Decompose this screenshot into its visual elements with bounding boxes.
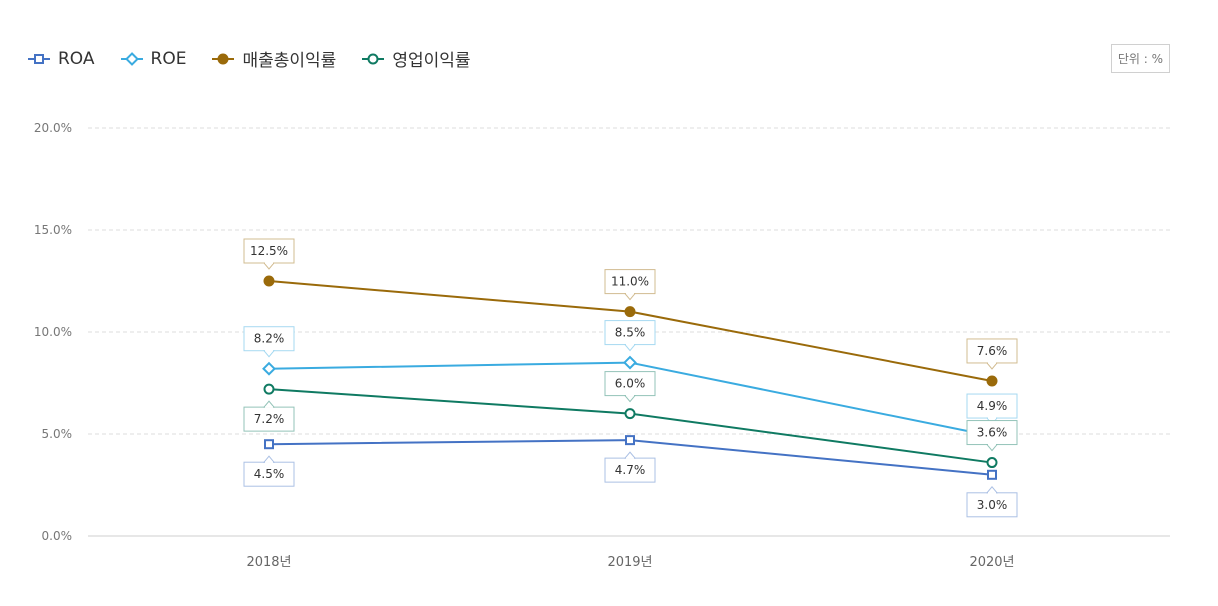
legend-item[interactable]: ROE (120, 48, 187, 69)
unit-badge: 단위 : % (1110, 44, 1170, 73)
legend-marker (34, 53, 44, 64)
legend-square-icon (28, 53, 50, 64)
data-label-box (604, 269, 656, 295)
data-point (264, 439, 274, 450)
data-label-box (966, 393, 1018, 419)
data-label-pointer (262, 350, 276, 358)
data-label: 6.0% (604, 371, 656, 403)
data-label-pointer (623, 395, 637, 403)
data-label-pointer (262, 400, 276, 408)
data-label-pointer (985, 444, 999, 452)
data-point (986, 457, 998, 469)
data-label-text: 3.6% (977, 426, 1008, 440)
data-label-pointer (623, 293, 637, 301)
data-point (986, 375, 998, 387)
data-label-box (604, 371, 656, 397)
data-label-box (966, 338, 1018, 364)
legend-label: 매출총이익률 (242, 51, 337, 71)
legend-marker (217, 53, 229, 64)
data-label-text: 4.7% (615, 463, 646, 477)
data-label-text: 12.5% (250, 244, 288, 258)
data-label: 3.6% (966, 420, 1018, 452)
data-point (263, 383, 275, 395)
data-label: 8.5% (604, 320, 656, 352)
data-label-text: 8.2% (254, 332, 285, 346)
data-label-pointer (985, 486, 999, 494)
data-label-box (966, 492, 1018, 518)
x-tick-label: 2018년 (246, 555, 291, 570)
legend-label: ROA (58, 48, 95, 69)
data-label: 7.6% (966, 338, 1018, 370)
data-label-text: 7.6% (977, 344, 1008, 358)
data-label-box (243, 326, 295, 352)
data-label-text: 11.0% (611, 275, 649, 289)
data-point (625, 435, 635, 446)
data-label-box (604, 457, 656, 483)
data-label-pointer (262, 262, 276, 270)
data-label: 4.5% (243, 455, 295, 487)
data-label-text: 4.9% (977, 399, 1008, 413)
x-tick-label: 2020년 (969, 555, 1014, 570)
data-label: 11.0% (604, 269, 656, 301)
x-tick-label: 2019년 (607, 555, 652, 570)
legend-marker (124, 51, 139, 66)
legend: ROA ROE 매출총이익률 영업이익률 (28, 46, 471, 71)
data-label-pointer (623, 451, 637, 459)
data-label: 4.9% (966, 393, 1018, 425)
y-tick-label: 10.0% (34, 325, 72, 339)
data-label-text: 3.0% (977, 498, 1008, 512)
legend-label: ROE (150, 48, 187, 69)
data-label: 4.7% (604, 451, 656, 483)
data-label-pointer (262, 455, 276, 463)
data-label: 12.5% (243, 238, 295, 270)
legend-item[interactable]: ROA (28, 49, 95, 69)
legend-label: 영업이익률 (392, 51, 471, 71)
y-tick-label: 5.0% (42, 427, 73, 441)
data-labels: 4.5% 4.7% 3.0% 8.2% 8.5% 4.9% 12.5% 11.0% 7.6% 7.… (243, 238, 1018, 518)
data-point (624, 408, 636, 420)
data-label-pointer (985, 362, 999, 370)
y-tick-label: 15.0% (34, 223, 72, 237)
legend-item[interactable]: 영업이익률 (362, 46, 471, 71)
data-label-text: 6.0% (615, 377, 646, 391)
data-point (624, 306, 636, 318)
data-label-pointer (623, 344, 637, 352)
data-label: 7.2% (243, 400, 295, 432)
data-label-box (243, 406, 295, 432)
legend-diamond-icon (120, 51, 143, 66)
data-label-text: 8.5% (615, 326, 646, 340)
data-point (623, 355, 637, 370)
data-label-box (243, 238, 295, 264)
y-tick-label: 20.0% (34, 121, 72, 135)
data-point (987, 469, 997, 480)
data-point (263, 275, 275, 287)
y-tick-label: 0.0% (42, 529, 73, 543)
data-label: 8.2% (243, 326, 295, 358)
legend-marker (367, 53, 379, 64)
data-label-text: 7.2% (254, 412, 285, 426)
legend-item[interactable]: 매출총이익률 (212, 46, 336, 71)
data-point (262, 361, 276, 376)
legend-dot-icon (212, 53, 235, 64)
legend-circle-icon (362, 53, 385, 64)
data-label-text: 4.5% (254, 467, 285, 481)
data-label: 3.0% (966, 486, 1018, 518)
